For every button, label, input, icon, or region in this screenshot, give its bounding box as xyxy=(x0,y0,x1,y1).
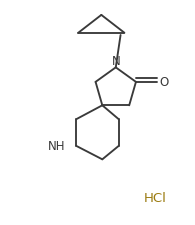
Text: NH: NH xyxy=(47,140,65,153)
Text: HCl: HCl xyxy=(144,192,167,205)
Text: O: O xyxy=(159,76,168,89)
Text: N: N xyxy=(112,54,121,68)
